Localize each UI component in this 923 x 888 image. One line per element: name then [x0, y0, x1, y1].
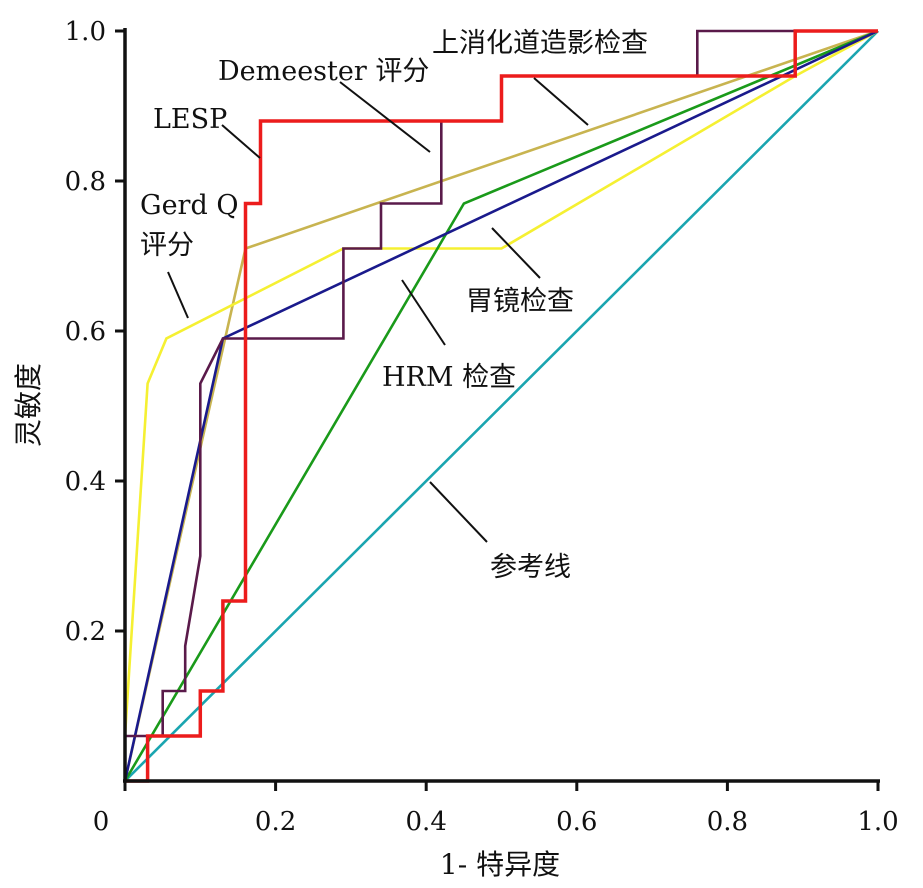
- annotations: 上消化道造影检查 Demeester 评分 LESP Gerd Q 评分 胃镜检…: [140, 28, 648, 583]
- y-axis-title: 灵敏度: [12, 363, 45, 447]
- x-tick-label: 0: [93, 807, 110, 837]
- annotation-upper-gi: 上消化道造影检查: [432, 28, 648, 59]
- series-layer: [123, 29, 879, 783]
- y-tick-label: 0.8: [65, 167, 106, 197]
- leader-line-upper-gi: [533, 77, 589, 126]
- x-tick-label: 0.6: [556, 807, 597, 837]
- annotation-hrm: HRM 检查: [382, 362, 516, 393]
- annotation-reference: 参考线: [490, 552, 571, 583]
- x-axis-title: 1- 特异度: [440, 848, 560, 881]
- axes: [123, 28, 880, 783]
- annotation-lesp: LESP: [153, 104, 227, 135]
- annotation-gerdq-line2: 评分: [140, 230, 194, 261]
- y-tick-label: 0.4: [65, 467, 106, 497]
- ticks: 0 0.2 0.4 0.6 0.8 1.0 0.2 0.4 0.6 0.8 1.0: [65, 17, 899, 837]
- leader-line-lesp: [221, 124, 261, 159]
- x-tick-label: 1.0: [857, 807, 898, 837]
- roc-curve-0: [124, 30, 879, 782]
- x-tick-label: 0.8: [707, 807, 748, 837]
- annotation-gerdq-line1: Gerd Q: [140, 190, 238, 221]
- leader-line-demeester: [339, 81, 431, 153]
- annotation-endoscopy: 胃镜检查: [466, 286, 574, 317]
- leader-line-reference: [429, 481, 488, 543]
- leader-line-hrm: [401, 279, 446, 346]
- roc-curve-3: [123, 29, 879, 782]
- x-tick-label: 0.2: [255, 807, 296, 837]
- y-tick-label: 0.6: [65, 317, 106, 347]
- leader-lines: [167, 77, 589, 543]
- roc-curve-6: [125, 29, 878, 783]
- annotation-demeester: Demeester 评分: [218, 56, 429, 87]
- y-tick-label: 1.0: [65, 17, 106, 47]
- leader-line-endoscopy: [491, 227, 541, 279]
- x-tick-label: 0.4: [406, 807, 447, 837]
- y-tick-label: 0.2: [65, 617, 106, 647]
- leader-line-gerdq: [167, 271, 189, 319]
